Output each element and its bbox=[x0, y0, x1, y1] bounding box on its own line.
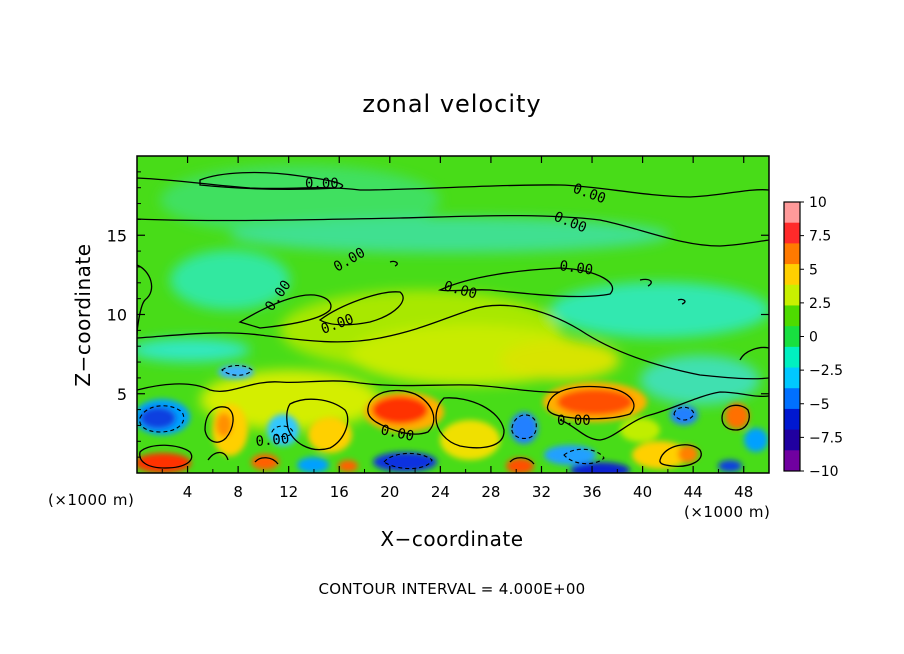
x-tick-label: 40 bbox=[633, 483, 652, 501]
contour-label: 0.00 bbox=[558, 258, 594, 279]
colorbar-tick-label: 2.5 bbox=[809, 296, 831, 312]
colorbar-swatch bbox=[784, 305, 800, 327]
colorbar-tick-label: 7.5 bbox=[809, 229, 831, 245]
y-tick-label: 15 bbox=[107, 226, 127, 245]
negative-contours bbox=[139, 364, 695, 470]
colorbar: 10 7.5 5 2.5 0 −2.5 −5 −7.5 −10 bbox=[783, 195, 843, 480]
colorbar-tick-label: 5 bbox=[809, 262, 818, 278]
x-tick-label: 12 bbox=[279, 483, 298, 501]
x-tick-label: 4 bbox=[183, 483, 193, 501]
y-tick-label: 5 bbox=[117, 385, 127, 404]
contour-label: 0.00 bbox=[379, 422, 415, 445]
contour-label: 0.00 bbox=[305, 176, 339, 192]
colorbar-swatch bbox=[784, 408, 800, 431]
colorbar-swatch bbox=[784, 346, 800, 369]
y-axis-label: Z−coordinate bbox=[71, 243, 95, 386]
x-axis: 4 8 12 16 20 24 28 32 36 40 44 48 bbox=[161, 156, 753, 501]
x-tick-label: 16 bbox=[330, 483, 349, 501]
colorbar-tick-label: 10 bbox=[809, 195, 827, 211]
chart-title: zonal velocity bbox=[362, 90, 541, 118]
x-unit-left: (×1000 m) bbox=[48, 491, 134, 509]
colorbar-swatch bbox=[784, 264, 800, 286]
x-tick-label: 24 bbox=[431, 483, 450, 501]
colorbar-tick-label: −10 bbox=[809, 464, 839, 480]
colorbar-swatch bbox=[784, 284, 800, 306]
x-tick-label: 32 bbox=[532, 483, 551, 501]
colorbar-tick-label: −7.5 bbox=[809, 430, 843, 446]
x-tick-label: 8 bbox=[233, 483, 243, 501]
x-tick-label: 20 bbox=[380, 483, 399, 501]
colorbar-tick-label: −2.5 bbox=[809, 363, 843, 379]
x-axis-label: X−coordinate bbox=[380, 527, 523, 551]
colorbar-tick-label: 0 bbox=[809, 330, 818, 346]
x-unit-right: (×1000 m) bbox=[684, 503, 770, 521]
colorbar-swatch bbox=[784, 202, 800, 224]
colorbar-swatch bbox=[784, 429, 800, 451]
contour-label: 0.00 bbox=[557, 413, 591, 429]
colorbar-swatch bbox=[784, 388, 800, 410]
colorbar-swatch bbox=[784, 367, 800, 389]
colorbar-swatch bbox=[784, 450, 800, 472]
heatmap-field bbox=[137, 156, 769, 473]
x-tick-label: 36 bbox=[582, 483, 601, 501]
y-tick-label: 10 bbox=[107, 306, 127, 325]
colorbar-swatch bbox=[784, 222, 800, 244]
colorbar-swatch bbox=[784, 326, 800, 348]
contour-interval-note: CONTOUR INTERVAL = 4.000E+00 bbox=[318, 580, 585, 598]
y-axis: 5 10 15 bbox=[107, 171, 769, 458]
x-tick-label: 28 bbox=[481, 483, 500, 501]
colorbar-swatch bbox=[784, 243, 800, 265]
contour-label: 0.00 bbox=[255, 431, 290, 450]
colorbar-tick-label: −5 bbox=[809, 397, 830, 413]
x-tick-label: 48 bbox=[734, 483, 753, 501]
x-tick-label: 44 bbox=[684, 483, 703, 501]
contour-lines bbox=[137, 171, 769, 469]
